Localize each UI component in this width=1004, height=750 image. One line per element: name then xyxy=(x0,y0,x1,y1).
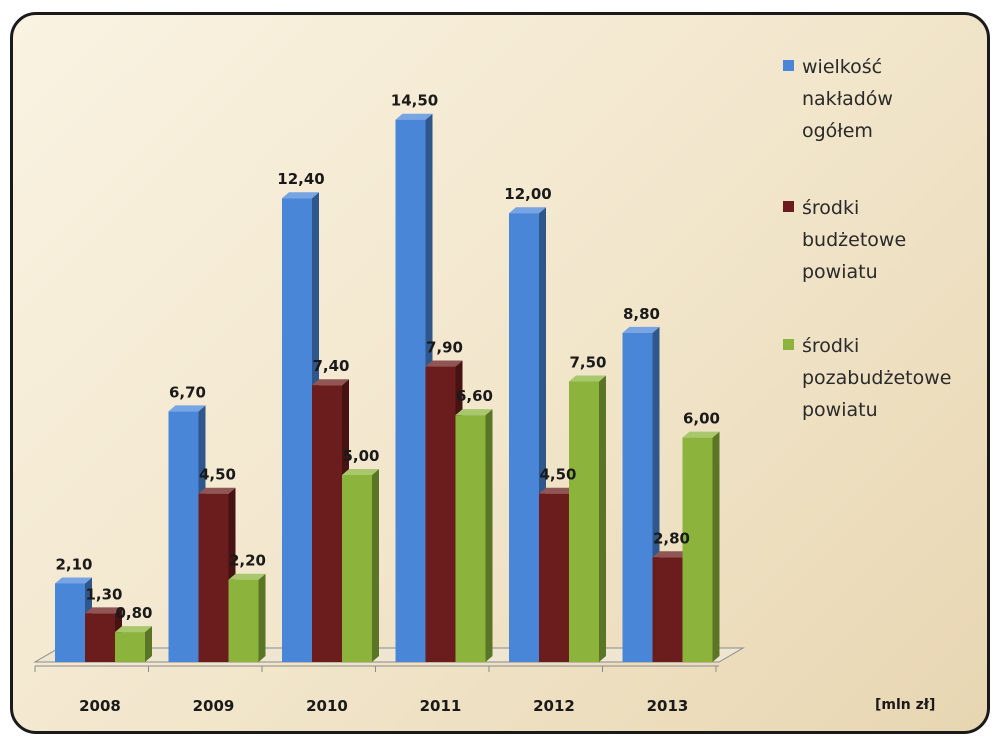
bar-top xyxy=(282,192,319,199)
legend-label-line: środki xyxy=(802,197,859,219)
bar-front xyxy=(569,381,599,662)
bars-group xyxy=(55,113,720,663)
x-tick-label: 2008 xyxy=(79,697,121,715)
bar-top xyxy=(85,607,122,614)
legend-label-line: powiatu xyxy=(802,261,878,283)
bar-value-label: 12,40 xyxy=(277,170,324,188)
bar-value-label: 14,50 xyxy=(391,92,438,110)
legend-item: środki budżetowe powiatu xyxy=(783,197,906,283)
bar xyxy=(55,577,92,662)
bar-side xyxy=(599,375,606,662)
bar-top xyxy=(168,405,206,412)
bar-front xyxy=(342,475,372,662)
legend-label-line: pozabudżetowe xyxy=(802,367,951,389)
bar xyxy=(509,207,546,662)
bar-value-label: 4,50 xyxy=(539,466,576,484)
bar xyxy=(682,431,720,662)
unit-label: [mln zł] xyxy=(875,697,935,713)
bar-top xyxy=(539,487,576,494)
legend-swatch xyxy=(783,60,794,71)
bar-value-label: 6,00 xyxy=(683,410,720,428)
bar-side xyxy=(712,431,720,662)
bar-value-label: 7,50 xyxy=(569,354,606,372)
bar-top xyxy=(455,409,493,416)
x-tick-labels-group: 2008 2009 2010 2011 2012 2013 xyxy=(79,697,688,715)
bar xyxy=(228,573,266,662)
bar xyxy=(569,375,606,662)
bar xyxy=(342,469,379,662)
bar-front xyxy=(55,583,85,662)
legend-label-line: wielkość xyxy=(802,56,882,78)
bar-front xyxy=(228,579,259,662)
bar-top xyxy=(509,207,546,214)
bar xyxy=(455,409,493,662)
bar-value-label: 6,70 xyxy=(169,383,206,401)
bar-top xyxy=(312,379,349,386)
bar-front xyxy=(395,119,426,662)
bar-top xyxy=(682,431,720,438)
x-tick-label: 2010 xyxy=(306,697,348,715)
bar-value-label: 7,90 xyxy=(426,339,463,357)
bar-top xyxy=(115,626,152,633)
bar-side xyxy=(145,626,152,662)
bar-side xyxy=(485,409,493,662)
bar-value-label: 2,80 xyxy=(653,529,690,547)
bar xyxy=(115,626,152,662)
bar-top xyxy=(569,375,606,382)
bar-front xyxy=(622,332,653,662)
chart-frame: 2,10 1,30 0,80 6,70 4,50 2,20 12,40 7,40 5,00 14,… xyxy=(10,12,990,734)
value-labels-group: 2,10 1,300,80 6,70 4,50 2,20 12,40 7,40 5,00 14,… xyxy=(55,92,720,622)
bar-value-label: 1,30 xyxy=(85,585,122,603)
bar-value-label: 8,80 xyxy=(623,305,660,323)
legend-label-line: budżetowe xyxy=(802,229,906,251)
bar-top xyxy=(55,577,92,584)
legend-label-line: środki xyxy=(802,335,859,357)
bar-value-label: 12,00 xyxy=(504,185,551,203)
bar-front xyxy=(198,493,229,662)
legend-swatch xyxy=(783,201,794,212)
bar-top xyxy=(228,573,266,580)
bar-value-label: 4,50 xyxy=(199,466,236,484)
legend-label-line: ogółem xyxy=(802,120,873,142)
bar-front xyxy=(85,613,115,662)
bar-front xyxy=(168,411,199,662)
bar-side xyxy=(372,469,379,662)
legend-item: wielkość nakładów ogółem xyxy=(783,56,893,142)
bar-front xyxy=(115,632,145,662)
x-tick-label: 2013 xyxy=(647,697,689,715)
bar-front xyxy=(282,198,312,663)
legend-label-line: powiatu xyxy=(802,399,878,421)
bar-side xyxy=(258,573,266,662)
legend-label-line: nakładów xyxy=(802,88,893,110)
bar-value-label: 6,60 xyxy=(456,387,493,405)
bar-top xyxy=(622,326,660,333)
bar-front xyxy=(509,213,539,662)
bar-top xyxy=(342,469,379,475)
bar-top xyxy=(395,113,433,120)
bar-value-label: 5,00 xyxy=(342,447,379,465)
bar-top xyxy=(198,487,236,494)
bar-chart: 2,10 1,300,80 6,70 4,50 2,20 12,40 7,40 5,00 14,… xyxy=(33,56,951,715)
bar-value-label: 2,20 xyxy=(229,552,266,570)
legend-swatch xyxy=(783,339,794,350)
x-tick-label: 2009 xyxy=(193,697,235,715)
bar-front xyxy=(312,385,342,662)
x-tick-label: 2011 xyxy=(420,697,462,715)
bar-front xyxy=(425,366,456,662)
x-tick-label: 2012 xyxy=(533,697,575,715)
bar-front xyxy=(652,557,683,662)
bar-top xyxy=(425,360,463,367)
bar-front xyxy=(455,415,486,662)
legend: wielkość nakładów ogółem środki budżetowe pow… xyxy=(783,56,951,421)
bar-value-label: 7,40 xyxy=(312,357,349,375)
bar-top xyxy=(652,551,690,558)
bar-front xyxy=(682,437,713,662)
legend-item: środki pozabudżetowe powiatu xyxy=(783,335,951,421)
bar-value-label: 2,10 xyxy=(55,555,92,573)
bar-value-label: 0,80 xyxy=(115,604,152,622)
bar-front xyxy=(539,493,569,662)
